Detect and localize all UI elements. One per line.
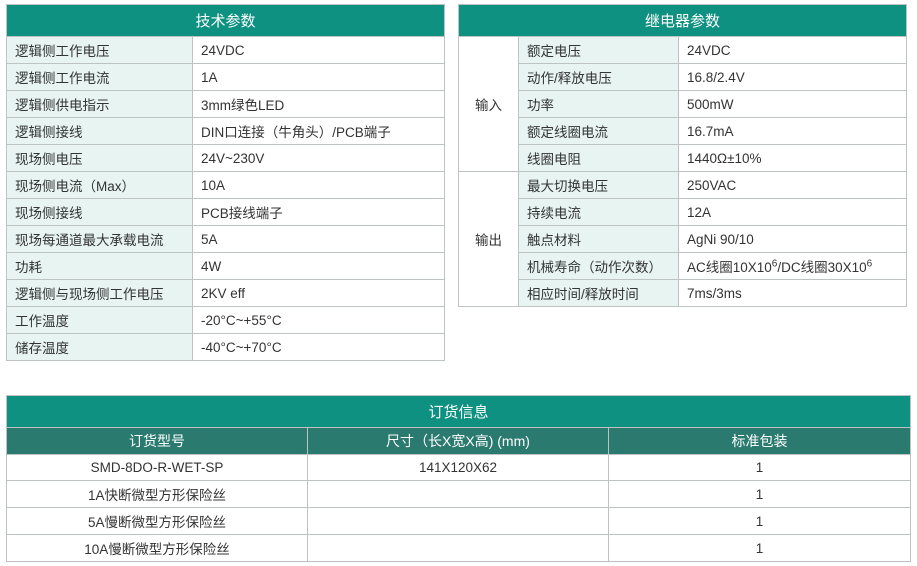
relay-value: 250VAC: [679, 172, 907, 199]
tech-label: 工作温度: [7, 307, 193, 334]
order-info-table: 订货信息 订货型号 尺寸（长X宽X高) (mm) 标准包装 SMD-8DO-R-…: [6, 395, 910, 562]
relay-group: 输出: [459, 172, 519, 307]
order-size: [308, 481, 609, 508]
order-pack: 1: [609, 508, 911, 535]
order-title: 订货信息: [7, 396, 911, 428]
relay-value: 1440Ω±10%: [679, 145, 907, 172]
order-row: 5A慢断微型方形保险丝 1: [7, 508, 911, 535]
relay-label: 相应时间/释放时间: [519, 280, 679, 307]
tech-value: 24V~230V: [193, 145, 445, 172]
relay-value: 16.8/2.4V: [679, 64, 907, 91]
order-size: [308, 535, 609, 562]
relay-row: 额定线圈电流16.7mA: [459, 118, 907, 145]
relay-label: 额定线圈电流: [519, 118, 679, 145]
tech-value: PCB接线端子: [193, 199, 445, 226]
relay-value: 24VDC: [679, 37, 907, 64]
order-model: 10A慢断微型方形保险丝: [7, 535, 308, 562]
tech-label: 现场侧接线: [7, 199, 193, 226]
tech-label: 现场每通道最大承载电流: [7, 226, 193, 253]
tech-label: 逻辑侧工作电流: [7, 64, 193, 91]
relay-label: 最大切换电压: [519, 172, 679, 199]
relay-row: 动作/释放电压16.8/2.4V: [459, 64, 907, 91]
order-row: 1A快断微型方形保险丝 1: [7, 481, 911, 508]
tech-row: 现场侧接线PCB接线端子: [7, 199, 445, 226]
order-pack: 1: [609, 481, 911, 508]
tech-label: 逻辑侧接线: [7, 118, 193, 145]
relay-label: 额定电压: [519, 37, 679, 64]
relay-label: 动作/释放电压: [519, 64, 679, 91]
relay-value: 16.7mA: [679, 118, 907, 145]
tech-value: -40°C~+70°C: [193, 334, 445, 361]
tech-value: 4W: [193, 253, 445, 280]
relay-label: 线圈电阻: [519, 145, 679, 172]
tech-value: -20°C~+55°C: [193, 307, 445, 334]
tech-row: 现场侧电流（Max）10A: [7, 172, 445, 199]
tech-value: 24VDC: [193, 37, 445, 64]
relay-row: 输入额定电压24VDC: [459, 37, 907, 64]
relay-title: 继电器参数: [459, 5, 907, 37]
relay-value: AgNi 90/10: [679, 226, 907, 253]
relay-value: 12A: [679, 199, 907, 226]
order-model: 1A快断微型方形保险丝: [7, 481, 308, 508]
tech-row: 工作温度-20°C~+55°C: [7, 307, 445, 334]
order-model: 5A慢断微型方形保险丝: [7, 508, 308, 535]
tech-row: 逻辑侧供电指示3mm绿色LED: [7, 91, 445, 118]
relay-value: AC线圈10X106/DC线圈30X106: [679, 253, 907, 280]
relay-row: 机械寿命（动作次数）AC线圈10X106/DC线圈30X106: [459, 253, 907, 280]
tech-row: 逻辑侧接线DIN口连接（牛角头）/PCB端子: [7, 118, 445, 145]
relay-row: 持续电流12A: [459, 199, 907, 226]
order-pack: 1: [609, 535, 911, 562]
relay-params-table: 继电器参数 输入额定电压24VDC动作/释放电压16.8/2.4V功率500mW…: [458, 4, 906, 307]
tech-row: 现场侧电压24V~230V: [7, 145, 445, 172]
tech-label: 现场侧电压: [7, 145, 193, 172]
tech-params-table: 技术参数 逻辑侧工作电压24VDC逻辑侧工作电流1A逻辑侧供电指示3mm绿色LE…: [6, 4, 444, 361]
tech-row: 现场每通道最大承载电流5A: [7, 226, 445, 253]
tech-label: 功耗: [7, 253, 193, 280]
order-pack: 1: [609, 455, 911, 481]
tech-row: 逻辑侧工作电压24VDC: [7, 37, 445, 64]
order-header-model: 订货型号: [7, 428, 308, 455]
tech-label: 逻辑侧与现场侧工作电压: [7, 280, 193, 307]
order-size: 141X120X62: [308, 455, 609, 481]
tech-title: 技术参数: [7, 5, 445, 37]
tech-value: 5A: [193, 226, 445, 253]
relay-value: 7ms/3ms: [679, 280, 907, 307]
relay-row: 相应时间/释放时间7ms/3ms: [459, 280, 907, 307]
relay-row: 线圈电阻1440Ω±10%: [459, 145, 907, 172]
order-header-size: 尺寸（长X宽X高) (mm): [308, 428, 609, 455]
order-size: [308, 508, 609, 535]
relay-row: 触点材料AgNi 90/10: [459, 226, 907, 253]
tech-value: DIN口连接（牛角头）/PCB端子: [193, 118, 445, 145]
relay-label: 触点材料: [519, 226, 679, 253]
tech-value: 2KV eff: [193, 280, 445, 307]
order-model: SMD-8DO-R-WET-SP: [7, 455, 308, 481]
tech-label: 储存温度: [7, 334, 193, 361]
relay-label: 机械寿命（动作次数）: [519, 253, 679, 280]
tech-row: 功耗4W: [7, 253, 445, 280]
relay-row: 输出最大切换电压250VAC: [459, 172, 907, 199]
tech-row: 逻辑侧与现场侧工作电压2KV eff: [7, 280, 445, 307]
tech-value: 10A: [193, 172, 445, 199]
order-row: SMD-8DO-R-WET-SP141X120X621: [7, 455, 911, 481]
order-row: 10A慢断微型方形保险丝 1: [7, 535, 911, 562]
relay-label: 持续电流: [519, 199, 679, 226]
order-header-pack: 标准包装: [609, 428, 911, 455]
relay-group: 输入: [459, 37, 519, 172]
relay-row: 功率500mW: [459, 91, 907, 118]
tech-label: 逻辑侧供电指示: [7, 91, 193, 118]
tech-label: 逻辑侧工作电压: [7, 37, 193, 64]
relay-value: 500mW: [679, 91, 907, 118]
tech-label: 现场侧电流（Max）: [7, 172, 193, 199]
tech-value: 3mm绿色LED: [193, 91, 445, 118]
tech-row: 储存温度-40°C~+70°C: [7, 334, 445, 361]
tech-row: 逻辑侧工作电流1A: [7, 64, 445, 91]
relay-label: 功率: [519, 91, 679, 118]
tech-value: 1A: [193, 64, 445, 91]
